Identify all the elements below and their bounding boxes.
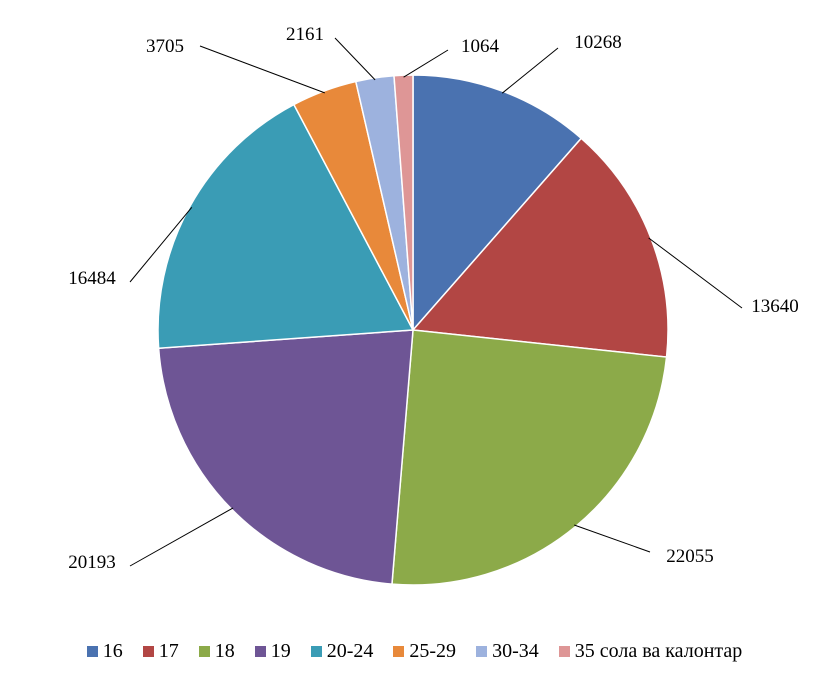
legend-swatch xyxy=(476,645,488,657)
legend-swatch xyxy=(558,645,570,657)
legend-swatch xyxy=(142,645,154,657)
pie-slice-16 xyxy=(412,74,583,332)
leader-line xyxy=(129,507,234,567)
leader-line xyxy=(501,47,559,94)
legend-label: 35 сола ва калонтар xyxy=(574,639,743,662)
data-label-16: 10268 xyxy=(574,32,622,53)
data-label-18: 22055 xyxy=(666,546,714,567)
legend-swatch xyxy=(198,645,210,657)
legend-label: 16 xyxy=(102,639,123,662)
leader-line xyxy=(403,49,449,78)
legend-label: 20-24 xyxy=(326,639,374,662)
pie-slice-20-24 xyxy=(157,103,415,350)
data-label-19: 20193 xyxy=(68,552,116,573)
legend-item-30-34: 30-34 xyxy=(476,640,539,663)
legend-swatch xyxy=(254,645,266,657)
legend-item-18: 18 xyxy=(198,639,235,663)
legend-label: 30-34 xyxy=(492,639,539,662)
legend-item-17: 17 xyxy=(142,639,179,663)
legend-swatch xyxy=(310,645,322,657)
leader-line xyxy=(129,206,193,283)
legend-swatch xyxy=(86,645,98,657)
legend-label: 25-29 xyxy=(409,639,457,662)
data-label-30-34: 2161 xyxy=(286,24,324,45)
leader-line xyxy=(574,524,651,553)
legend-label: 17 xyxy=(158,639,179,662)
pie-slice-18 xyxy=(391,329,668,586)
legend-item-16: 16 xyxy=(86,639,123,663)
legend-item-19: 19 xyxy=(254,639,291,663)
pie-slice-35-сола-ва-калонтар xyxy=(393,74,414,331)
legend-label: 19 xyxy=(270,639,291,662)
leader-line xyxy=(648,237,743,309)
data-label-20-24: 16484 xyxy=(68,268,116,289)
data-labels: 10268 13640 22055 20193 16484 3705 2161 1064 xyxy=(68,24,799,573)
data-label-35-сола-ва-калонтар: 1064 xyxy=(461,36,500,57)
leader-line xyxy=(334,37,376,81)
data-label-25-29: 3705 xyxy=(146,36,184,57)
pie-slice-17 xyxy=(411,137,669,358)
legend-swatch xyxy=(393,645,405,657)
leader-lines xyxy=(129,37,743,567)
leader-line xyxy=(199,45,325,94)
pie-slice-19 xyxy=(157,329,414,585)
data-label-17: 13640 xyxy=(751,296,799,317)
legend: 16 17 18 19 20-24 25-29 30-34 35 сола ва калонт… xyxy=(0,636,829,666)
legend-label: 18 xyxy=(214,639,235,662)
legend-item-35-сола-ва-калонтар: 35 сола ва калонтар xyxy=(558,639,743,663)
pie-chart: 10268 13640 22055 20193 16484 3705 2161 1064 xyxy=(68,24,799,586)
pie-slices xyxy=(157,74,669,586)
legend-item-25-29: 25-29 xyxy=(393,640,456,663)
legend-item-20-24: 20-24 xyxy=(310,639,374,663)
